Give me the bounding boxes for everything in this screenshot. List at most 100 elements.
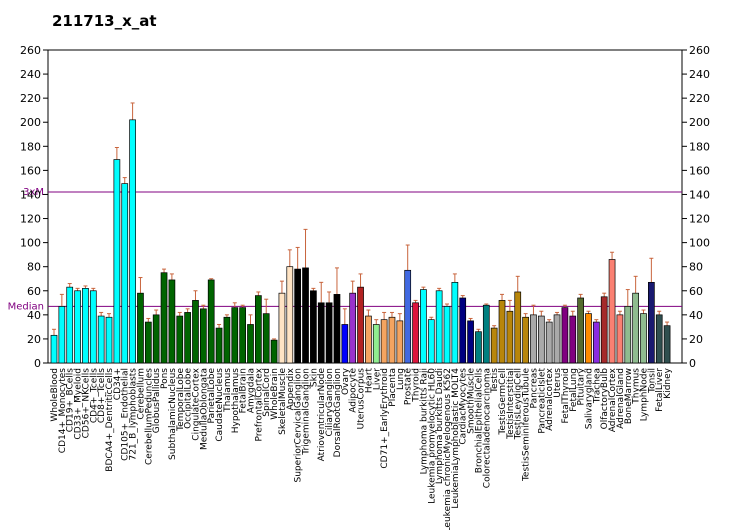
category-label: TestisSeminiferousTubule [522, 368, 532, 482]
reference-line-label: 3xM [23, 187, 44, 198]
category-label: Lymphoma burkitts Raji [419, 368, 429, 474]
y-tick-label-right: 120 [689, 213, 710, 226]
category-label: SuperiorCervicalGanglion [294, 368, 304, 483]
y-tick-label-right: 40 [689, 309, 703, 322]
y-tick-label-right: 140 [689, 188, 710, 201]
y-tick-label-left: 160 [20, 164, 41, 177]
category-label: Thyroid [412, 368, 422, 403]
bar [310, 290, 317, 364]
category-label: TestisInterstitial [506, 368, 516, 440]
bar [600, 296, 608, 364]
bar [215, 327, 223, 364]
bar [514, 291, 522, 364]
bar [168, 279, 176, 364]
bar [640, 313, 647, 364]
category-label: Pons [160, 368, 170, 389]
category-label: Salivarygland [584, 368, 594, 429]
y-tick-label-right: 20 [689, 333, 703, 346]
bar [357, 286, 364, 364]
bar [553, 314, 561, 364]
bar [152, 314, 160, 364]
bar [317, 302, 325, 364]
bar [239, 307, 246, 364]
y-tick-label-left: 240 [20, 68, 41, 81]
y-tick-label-left: 260 [20, 44, 41, 57]
bar [435, 290, 443, 364]
y-tick-label-right: 60 [689, 285, 703, 298]
bar [58, 306, 66, 364]
bar [380, 319, 388, 364]
bar [144, 321, 152, 364]
category-label: TemporalLobe [176, 368, 186, 432]
category-label: ParietalLobe [207, 368, 217, 424]
y-tick-label-right: 200 [689, 116, 710, 129]
category-label: TestisGermCell [498, 368, 508, 436]
category-label: BDCA4+_DentriticCells [105, 368, 115, 472]
bar [608, 259, 616, 364]
bar [537, 315, 545, 364]
bar [192, 300, 199, 364]
bar [255, 295, 262, 364]
bar [632, 292, 639, 364]
category-label: Trachea [592, 368, 602, 404]
bar [545, 321, 553, 364]
bar [113, 159, 121, 364]
bar [82, 288, 89, 364]
category-label: Thalamus [223, 368, 233, 413]
category-label: DorsalRootGanglion [333, 368, 343, 457]
category-label: CD33+_Myeloid [74, 368, 84, 440]
category-label: CiliaryGanglion [325, 368, 335, 436]
category-label: Testis [490, 368, 500, 394]
category-label: Colorectaladenocarcinoma [482, 368, 492, 488]
y-tick-label-left: 200 [20, 116, 41, 129]
category-label: Adipocyte [349, 368, 359, 413]
bar [585, 313, 592, 364]
bar [451, 281, 459, 364]
y-tick-label-left: 220 [20, 92, 41, 105]
category-label: BronchialEpithelialCells [474, 368, 484, 474]
bar [160, 272, 168, 364]
bar [482, 304, 490, 364]
bar [592, 321, 600, 364]
bar [74, 290, 81, 364]
y-tick-label-right: 100 [689, 237, 710, 250]
category-label: CerebellumPeduncles [144, 368, 154, 465]
category-label: SubthalamicNucleus [168, 368, 178, 460]
category-label: UterusCorpus [357, 368, 367, 430]
category-label: GlobusPallidus [152, 368, 162, 434]
bar [105, 316, 113, 364]
bar [341, 324, 349, 364]
category-label: SkeletalMuscle [278, 368, 288, 435]
bar [278, 292, 286, 364]
bar [247, 324, 254, 364]
bar [616, 314, 624, 364]
bar [412, 302, 419, 364]
bar [176, 315, 184, 364]
category-label: Lung [396, 368, 406, 390]
category-label: BoneMarrow [624, 368, 634, 424]
bar [577, 297, 584, 364]
bar [286, 266, 294, 364]
category-label: Leukemia chronicMyelogenous K562 [443, 368, 453, 530]
category-label: Heart [364, 368, 374, 394]
reference-line-label: Median [8, 301, 44, 312]
category-label: CD19+_BCells [66, 368, 76, 433]
bar [333, 294, 341, 364]
bar [50, 334, 58, 364]
bar [522, 316, 529, 364]
bar [530, 314, 537, 364]
category-label: SpinalCord [262, 368, 272, 417]
bar [66, 286, 74, 364]
category-label: Prostate [404, 368, 414, 406]
bar [325, 302, 333, 364]
category-label: LymphNode [640, 368, 650, 422]
bar [129, 119, 136, 364]
category-label: Pituitary [577, 367, 587, 405]
category-label: CD14+_Monocytes [58, 368, 68, 454]
bar [490, 327, 498, 364]
bar [467, 320, 474, 364]
bar [270, 339, 278, 364]
category-label: Liver [372, 368, 382, 390]
category-label: Thymus [632, 368, 642, 405]
y-tick-label-left: 140 [20, 188, 41, 201]
